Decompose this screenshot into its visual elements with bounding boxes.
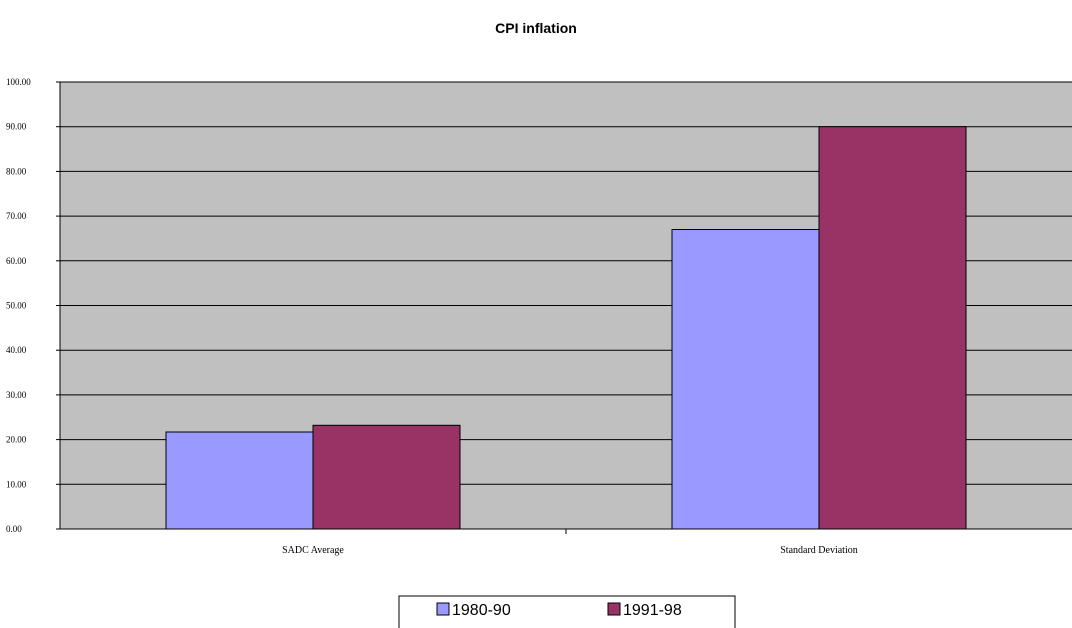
legend: 1980-90 1991-98 <box>398 595 736 628</box>
legend-label: 1991-98 <box>623 602 682 619</box>
axes <box>56 81 1072 534</box>
bars <box>165 126 967 530</box>
y-tick-label: 40.00 <box>6 345 27 355</box>
x-category-labels: SADC Average Standard Deviation <box>282 545 858 556</box>
x-category-label: SADC Average <box>282 545 344 556</box>
y-tick-label: 30.00 <box>6 390 27 400</box>
x-category-label: Standard Deviation <box>780 545 857 556</box>
y-tick-label: 0.00 <box>6 524 22 534</box>
y-tick-label: 100.00 <box>6 77 31 87</box>
legend-swatch <box>436 602 450 616</box>
legend-swatch <box>607 602 621 616</box>
y-tick-label: 80.00 <box>6 166 27 176</box>
legend-label: 1980-90 <box>452 602 511 619</box>
bar-1991-98-sadc-average <box>312 424 461 530</box>
y-tick-label: 20.00 <box>6 435 27 445</box>
y-tick-labels: 0.00 10.00 20.00 30.00 40.00 50.00 60.00 70.00 8… <box>6 77 31 534</box>
y-tick-label: 50.00 <box>6 301 27 311</box>
y-tick-label: 90.00 <box>6 122 27 132</box>
legend-box <box>398 595 736 628</box>
y-tick-label: 60.00 <box>6 256 27 266</box>
bar-1991-98-standard-deviation <box>818 126 967 530</box>
chart-title: CPI inflation <box>495 20 577 36</box>
bar-1980-90-standard-deviation <box>671 229 820 530</box>
y-tick-label: 70.00 <box>6 211 27 221</box>
y-tick-label: 10.00 <box>6 479 27 489</box>
bar-1980-90-sadc-average <box>165 431 314 530</box>
